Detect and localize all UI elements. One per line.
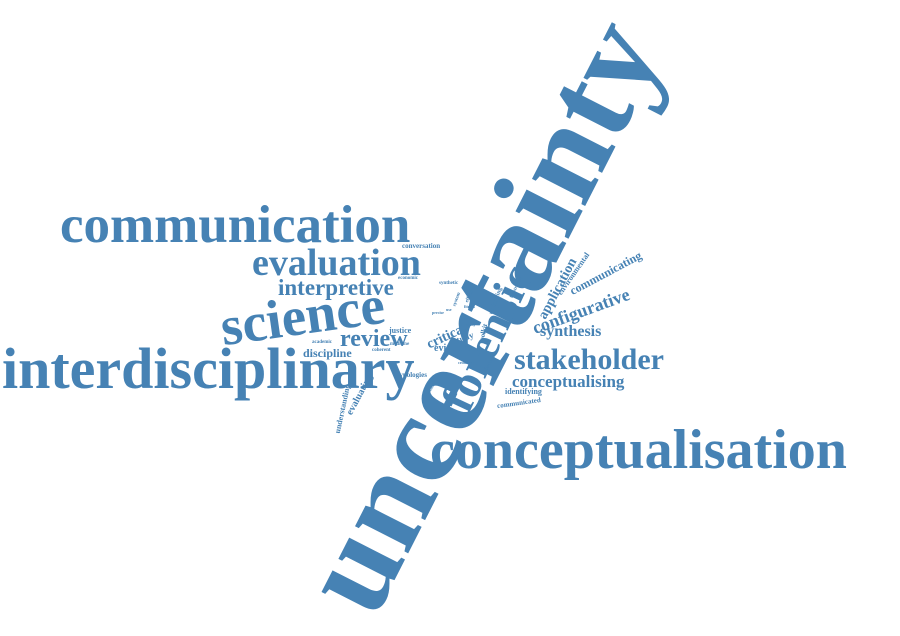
word-precise: precise <box>432 310 444 315</box>
word-interdisciplinary: interdisciplinary <box>2 336 415 401</box>
word-evaluation: evaluation <box>252 242 421 284</box>
word-fitness: fitness <box>464 304 475 309</box>
word-typologies: typologies <box>397 371 427 379</box>
word-stakeholder: stakeholder <box>514 343 664 376</box>
word-use: use <box>446 307 452 312</box>
word-evidence: evidence <box>434 343 471 354</box>
word-coherent: coherent <box>372 348 391 353</box>
word-review: review <box>340 326 408 352</box>
word-academic: academic <box>312 340 332 345</box>
word-identifying: identifying <box>505 387 542 396</box>
word-synthesis: synthesis <box>540 323 602 340</box>
word-medicine: medicine <box>390 342 410 347</box>
word-interpretive: interpretive <box>278 275 394 300</box>
word-conceptualisation: conceptualisation <box>430 419 847 481</box>
word-justice: justice <box>389 326 412 335</box>
word-more: more <box>464 316 473 321</box>
word-conceptualising: conceptualising <box>512 372 625 391</box>
word-criminal: criminal <box>458 360 473 365</box>
word-discipline: discipline <box>303 346 352 360</box>
word-economic: economic <box>398 276 418 281</box>
word-many: many <box>466 322 476 327</box>
word-communication: communication <box>60 196 411 254</box>
word-synthetic: synthetic <box>439 281 459 286</box>
word-conversation: conversation <box>402 242 441 250</box>
